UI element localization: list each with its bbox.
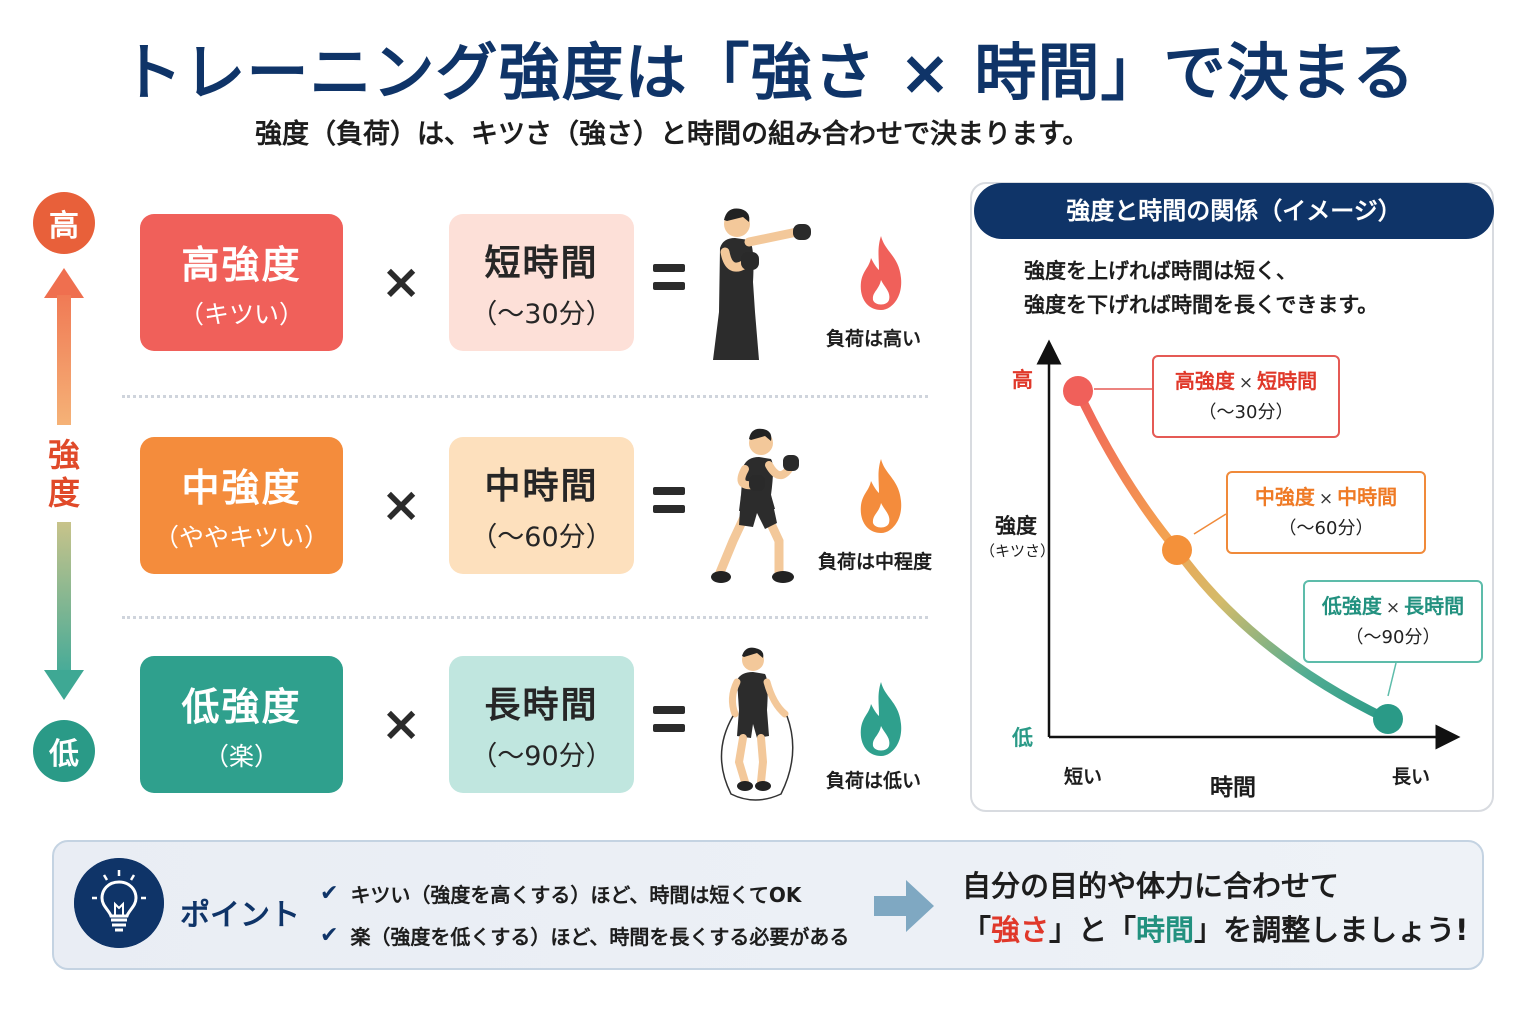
chart-panel-title: 強度と時間の関係（イメージ）: [974, 183, 1494, 239]
flame-medium-icon: [860, 459, 902, 533]
callout-intensity: 低強度: [1321, 594, 1382, 618]
y-axis-high-label: 高: [1012, 368, 1033, 392]
point-label: ポイント: [180, 898, 300, 933]
callout-note: （〜30分）: [1198, 402, 1294, 423]
time-note: （〜60分）: [470, 522, 613, 553]
description-line-1: 強度を上げれば時間は短く、: [1024, 259, 1297, 283]
row-divider: [122, 395, 928, 398]
cta-strength: 強さ: [991, 913, 1050, 947]
callout-low: 低強度 × 長時間 （〜90分）: [1303, 580, 1483, 663]
arrow-down-shaft: [57, 522, 71, 672]
point-high-intensity: [1063, 376, 1093, 406]
description-line-2: 強度を下げれば時間を長くできます。: [1024, 293, 1379, 317]
callout-intensity: 高強度: [1174, 369, 1235, 393]
point-list: ✔ キツい（強度を高くする）ほど、時間は短くてOK ✔ 楽（強度を低くする）ほど…: [320, 872, 849, 956]
y-axis-low-label: 低: [1012, 726, 1033, 750]
row-divider: [122, 616, 928, 619]
boxer-guard-icon: [711, 428, 799, 583]
multiply-icon: ×: [381, 254, 422, 310]
point-item: ✔ 楽（強度を低くする）ほど、時間を長くする必要がある: [320, 914, 849, 956]
flame-low-icon: [860, 682, 902, 756]
point-item: ✔ キツい（強度を高くする）ほど、時間は短くてOK: [320, 872, 849, 914]
cta-line-1: 自分の目的や体力に合わせて: [962, 869, 1340, 903]
callout-times: ×: [1238, 373, 1254, 393]
x-axis-title: 時間: [1210, 775, 1256, 801]
time-box-medium: 中時間 （〜60分）: [449, 437, 634, 574]
check-icon: ✔: [320, 922, 339, 948]
arrow-down-icon: [44, 670, 84, 700]
intensity-box-high: 高強度 （キツい）: [140, 214, 343, 351]
time-note: （〜90分）: [470, 741, 613, 772]
load-label: 負荷は高い: [826, 328, 922, 350]
callout-times: ×: [1318, 489, 1334, 509]
intensity-low-badge: 低: [33, 720, 95, 782]
intensity-note: （ややキツい）: [153, 523, 329, 552]
time-label: 中時間: [484, 466, 599, 507]
check-icon: ✔: [320, 880, 339, 906]
time-box-long: 長時間 （〜90分）: [449, 656, 634, 793]
cta-connector: 」と「: [1049, 913, 1137, 947]
time-label: 長時間: [484, 685, 599, 726]
callout-time: 長時間: [1404, 594, 1465, 618]
intensity-label: 中強度: [181, 466, 302, 510]
cta-time: 時間: [1136, 913, 1195, 947]
point-item-text: 楽（強度を低くする）ほど、時間を長くする必要がある: [350, 924, 850, 949]
multiply-icon: ×: [381, 477, 422, 533]
load-label: 負荷は中程度: [818, 551, 933, 573]
callout-note: （〜60分）: [1278, 518, 1374, 539]
bracket: 「: [962, 913, 992, 947]
chart-panel: 強度と時間の関係（イメージ） 強度を上げれば時間は短く、 強度を下げれば時間を長…: [970, 182, 1494, 812]
intensity-time-chart: [1036, 339, 1461, 750]
point-low-intensity: [1373, 704, 1403, 734]
jump-rope-icon: [720, 647, 794, 801]
callout-intensity: 中強度: [1254, 485, 1315, 509]
arrow-right-icon: [874, 880, 934, 932]
intensity-note: （キツい）: [178, 300, 304, 329]
boxer-punching-icon: [713, 208, 811, 360]
callout-time: 短時間: [1257, 369, 1318, 393]
time-label: 短時間: [484, 243, 599, 284]
callout-times: ×: [1385, 598, 1401, 618]
flame-high-icon: [860, 236, 902, 310]
row-high-intensity: 高強度 （キツい） × 短時間 （〜30分） 負荷は高い: [140, 208, 950, 360]
equals-icon: [653, 264, 685, 300]
time-box-short: 短時間 （〜30分）: [449, 214, 634, 351]
multiply-icon: ×: [381, 696, 422, 752]
cta-end: 」を調整しましょう!: [1194, 913, 1469, 947]
callout-high: 高強度 × 短時間 （〜30分）: [1152, 355, 1340, 438]
equals-icon: [653, 706, 685, 742]
y-axis-subtitle: （キツさ）: [980, 542, 1056, 560]
intensity-box-low: 低強度 （楽）: [140, 656, 343, 793]
intensity-box-medium: 中強度 （ややキツい）: [140, 437, 343, 574]
row-low-intensity: 低強度 （楽） × 長時間 （〜90分） 負荷は低い: [140, 647, 950, 801]
point-medium-intensity: [1162, 535, 1192, 565]
arrow-up-icon: [44, 268, 84, 298]
intensity-high-badge: 高: [33, 192, 95, 254]
row-medium-intensity: 中強度 （ややキツい） × 中時間 （〜60分） 負荷は中程度: [140, 428, 950, 583]
equals-icon: [653, 487, 685, 523]
cta-line-2: 「強さ」と「時間」を調整しましょう!: [962, 908, 1468, 952]
point-box: ポイント ✔ キツい（強度を高くする）ほど、時間は短くてOK ✔ 楽（強度を低く…: [52, 840, 1484, 970]
arrow-up-shaft: [57, 295, 71, 425]
intensity-note: （楽）: [203, 742, 279, 771]
lightbulb-icon: [74, 858, 164, 948]
call-to-action: 自分の目的や体力に合わせて 「強さ」と「時間」を調整しましょう!: [962, 864, 1468, 952]
callout-medium: 中強度 × 中時間 （〜60分）: [1226, 471, 1426, 554]
callout-time: 中時間: [1337, 485, 1398, 509]
page-title: トレーニング強度は「強さ × 時間」で決まる: [120, 36, 1416, 109]
x-axis-long-label: 長い: [1392, 766, 1431, 788]
intensity-label: 高強度: [181, 243, 302, 287]
intensity-label: 低強度: [181, 685, 302, 729]
page-subtitle: 強度（負荷）は、キツさ（強さ）と時間の組み合わせで決まります。: [255, 119, 1090, 150]
intensity-axis-label: 強度: [47, 436, 80, 512]
x-axis-short-label: 短い: [1064, 766, 1103, 788]
y-axis-title: 強度: [995, 514, 1037, 538]
callout-note: （〜90分）: [1345, 627, 1441, 648]
load-label: 負荷は低い: [826, 770, 922, 792]
point-item-text: キツい（強度を高くする）ほど、時間は短くてOK: [350, 882, 802, 907]
chart-panel-description: 強度を上げれば時間は短く、 強度を下げれば時間を長くできます。: [1024, 254, 1378, 322]
time-note: （〜30分）: [470, 299, 613, 330]
